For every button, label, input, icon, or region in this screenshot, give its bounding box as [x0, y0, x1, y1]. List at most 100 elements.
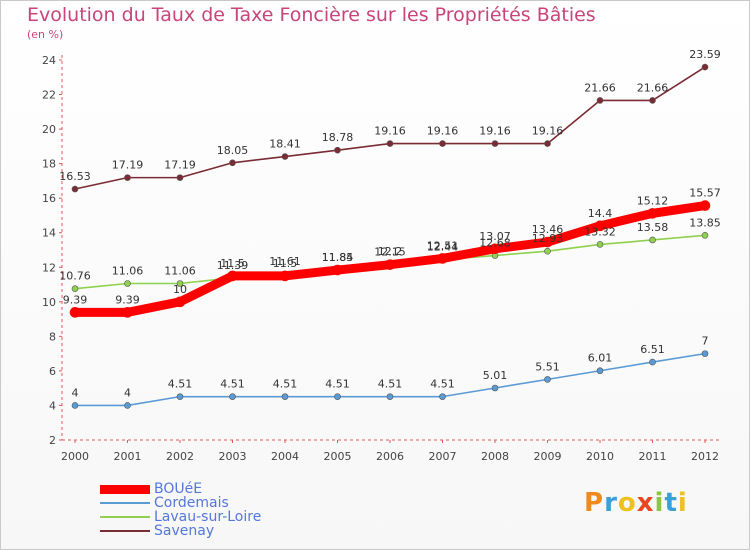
- logo-letter: x: [636, 488, 655, 518]
- chart-legend: BOUéE Cordemais Lavau-sur-Loire Savenay: [100, 482, 261, 538]
- legend-swatch: [100, 516, 150, 518]
- y-tick-label: 18: [42, 158, 56, 171]
- data-label: 13.07: [479, 230, 511, 243]
- data-point: [229, 159, 236, 167]
- data-label: 12.93: [532, 232, 564, 245]
- data-label: 11.61: [269, 255, 301, 268]
- data-point: [439, 140, 446, 147]
- x-tick-label: 2005: [324, 450, 352, 463]
- data-point: [542, 236, 553, 248]
- data-point: [69, 307, 81, 318]
- data-point: [386, 393, 394, 400]
- data-label: 19.16: [479, 125, 511, 138]
- chart-title: Evolution du Taux de Taxe Foncière sur l…: [27, 4, 596, 26]
- data-point: [71, 285, 79, 292]
- data-label: 11.5: [273, 257, 298, 270]
- data-label: 14.4: [588, 207, 613, 220]
- data-point: [124, 174, 131, 181]
- y-tick-label: 10: [42, 296, 56, 309]
- y-tick-label: 6: [49, 365, 56, 378]
- data-label: 13.32: [584, 225, 616, 238]
- data-label: 4.51: [273, 378, 298, 391]
- y-tick-label: 4: [49, 399, 56, 412]
- data-point: [227, 270, 238, 282]
- logo-letter: t: [664, 488, 678, 518]
- legend-label: BOUéE: [154, 481, 203, 497]
- data-point: [699, 200, 711, 211]
- data-label: 19.16: [427, 125, 459, 138]
- data-point: [334, 393, 341, 400]
- data-label: 11.85: [322, 251, 354, 264]
- legend-item: BOUéE: [100, 482, 261, 496]
- data-label: 17.19: [164, 159, 196, 172]
- data-point: [701, 350, 709, 357]
- data-point: [649, 236, 656, 244]
- chart-subtitle: (en %): [27, 28, 64, 41]
- x-tick-label: 2001: [114, 450, 142, 463]
- data-point: [594, 220, 606, 232]
- legend-label: Lavau-sur-Loire: [154, 509, 262, 525]
- legend-label: Savenay: [154, 523, 215, 539]
- x-tick-label: 2004: [271, 450, 299, 463]
- data-label: 21.66: [584, 81, 616, 94]
- data-label: 10.76: [59, 270, 91, 283]
- legend-swatch: [100, 530, 150, 532]
- data-label: 11.06: [112, 265, 144, 278]
- data-point: [122, 307, 133, 318]
- data-point: [334, 146, 341, 154]
- data-label: 5.01: [483, 369, 508, 382]
- data-label: 4.51: [378, 378, 403, 391]
- data-point: [176, 280, 184, 287]
- data-point: [124, 402, 131, 409]
- data-label: 15.12: [637, 194, 669, 207]
- data-point: [544, 140, 551, 147]
- legend-label: Cordemais: [154, 495, 229, 511]
- y-tick-label: 2: [49, 434, 56, 447]
- data-label: 11.84: [322, 251, 354, 264]
- data-label: 4.51: [168, 378, 193, 391]
- data-point: [701, 232, 709, 239]
- data-label: 4: [72, 386, 79, 399]
- data-point: [279, 270, 291, 282]
- data-point: [544, 376, 551, 383]
- data-point: [281, 393, 289, 400]
- legend-item: Lavau-sur-Loire: [100, 510, 261, 524]
- x-tick-label: 2002: [166, 450, 194, 463]
- data-point: [229, 393, 236, 400]
- y-tick-label: 8: [49, 330, 56, 343]
- data-label: 18.78: [322, 131, 354, 144]
- data-label: 11.06: [164, 265, 196, 278]
- data-label: 9.39: [63, 293, 88, 306]
- data-point: [649, 358, 656, 366]
- data-label: 13.46: [532, 223, 564, 236]
- data-label: 17.19: [112, 159, 144, 172]
- data-point: [489, 243, 501, 255]
- data-label: 4.51: [430, 378, 455, 391]
- data-point: [649, 97, 656, 104]
- y-tick-label: 12: [42, 261, 56, 274]
- data-label: 11.39: [217, 259, 249, 272]
- y-tick-label: 22: [42, 89, 56, 102]
- legend-item: Cordemais: [100, 496, 261, 510]
- data-label: 16.53: [59, 170, 91, 183]
- proxiti-logo: Proxiti: [584, 488, 688, 518]
- x-tick-label: 2009: [534, 450, 562, 463]
- data-label: 19.16: [374, 125, 406, 138]
- x-tick-label: 2003: [219, 450, 247, 463]
- data-point: [332, 264, 343, 276]
- data-label: 12.15: [374, 246, 406, 259]
- x-tick-label: 2000: [61, 450, 89, 463]
- data-label: 6.01: [588, 352, 613, 365]
- data-point: [176, 393, 184, 400]
- logo-letter: i: [654, 488, 665, 518]
- logo-letter: r: [604, 488, 618, 518]
- data-point: [647, 208, 658, 219]
- data-point: [596, 97, 604, 104]
- data-label: 10: [173, 283, 187, 296]
- data-point: [701, 63, 709, 71]
- legend-swatch: [100, 484, 150, 494]
- series-line-bou-e: [75, 201, 706, 317]
- logo-letter: i: [677, 488, 688, 518]
- data-label: 11.5: [220, 257, 245, 270]
